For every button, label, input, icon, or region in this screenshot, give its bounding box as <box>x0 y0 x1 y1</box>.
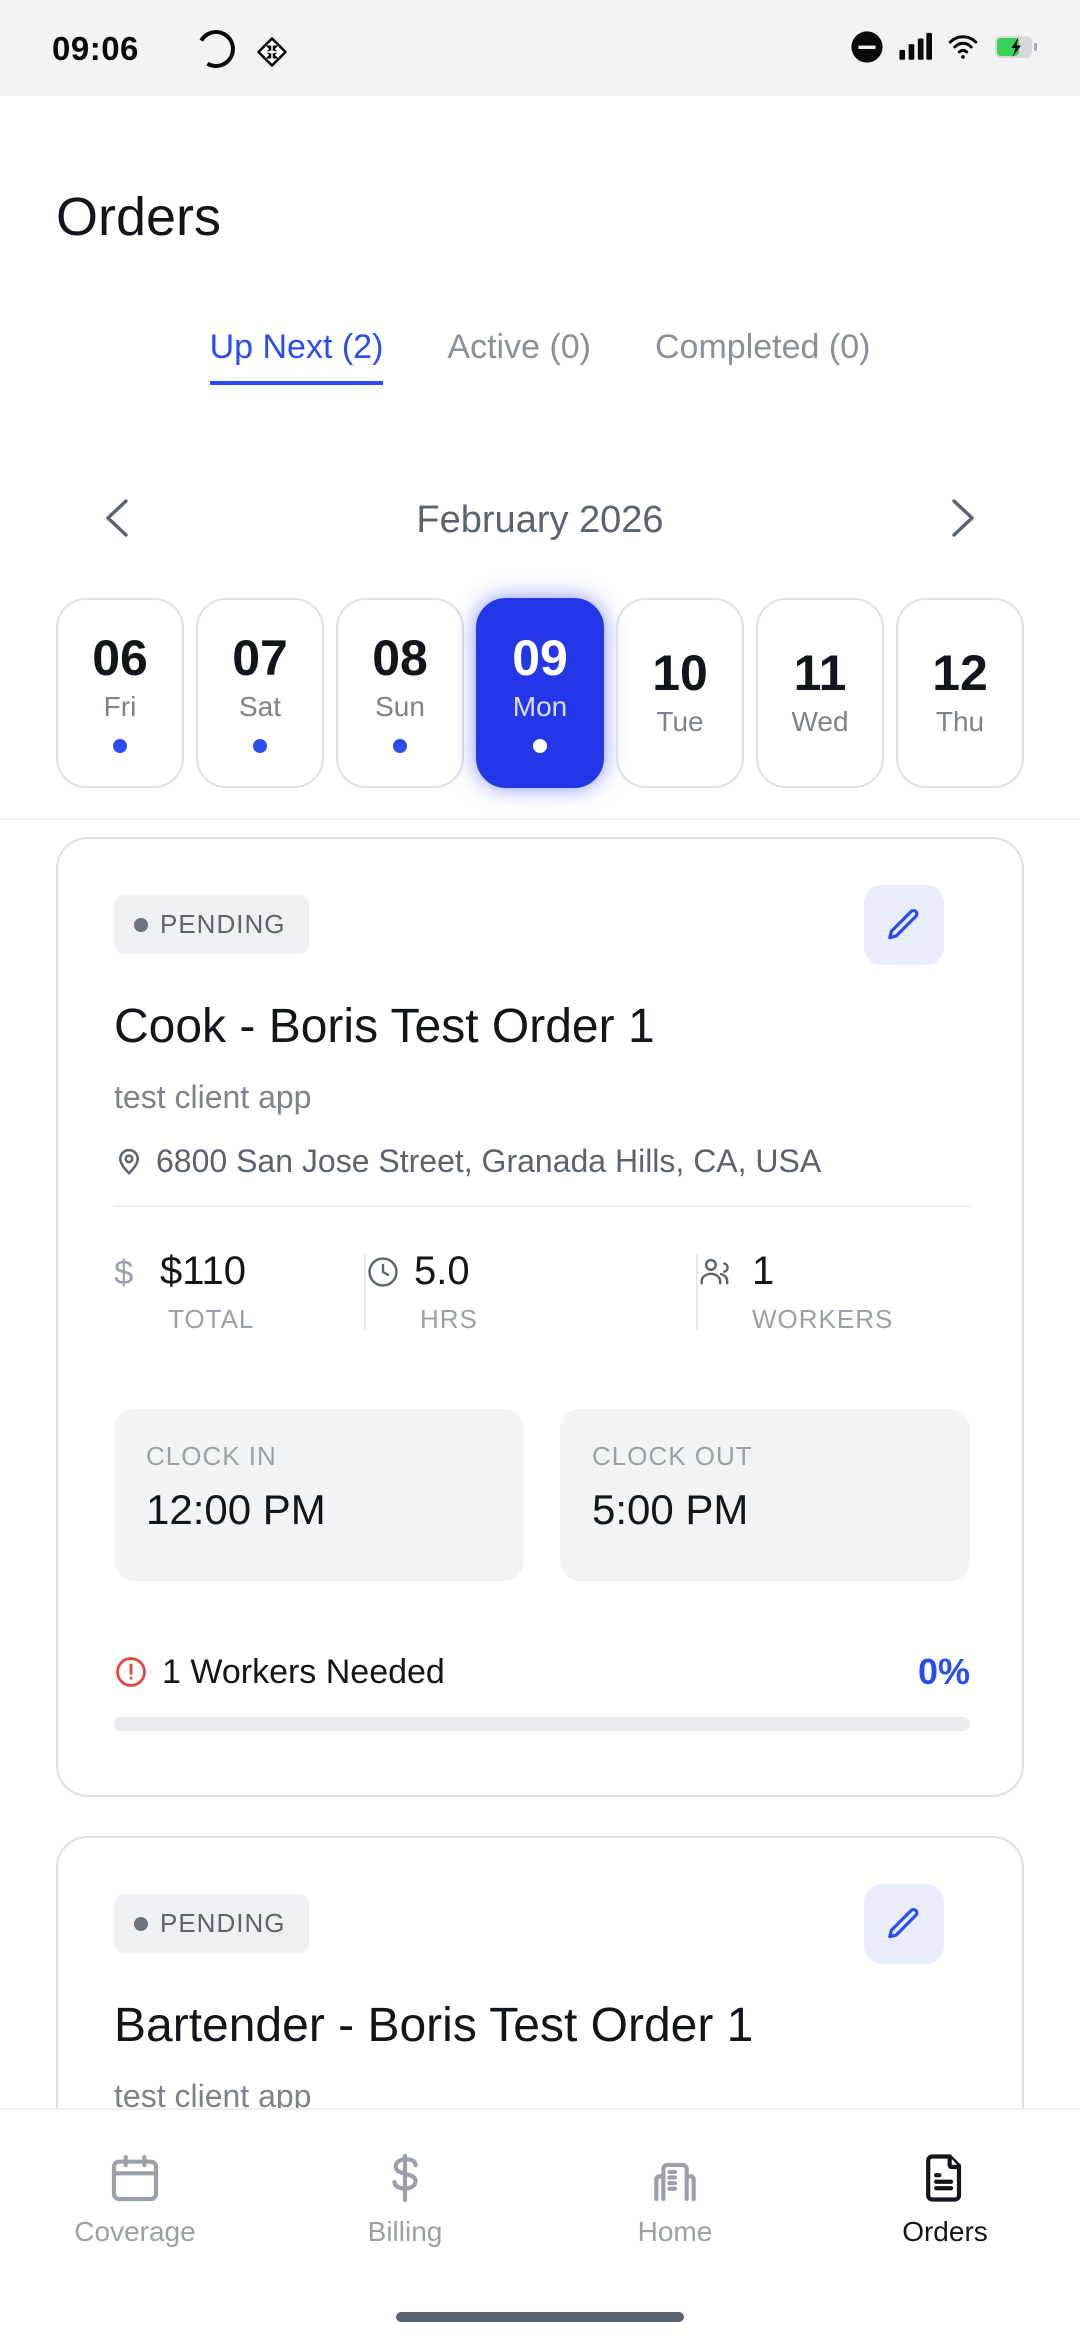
svg-text:$: $ <box>114 1254 133 1292</box>
